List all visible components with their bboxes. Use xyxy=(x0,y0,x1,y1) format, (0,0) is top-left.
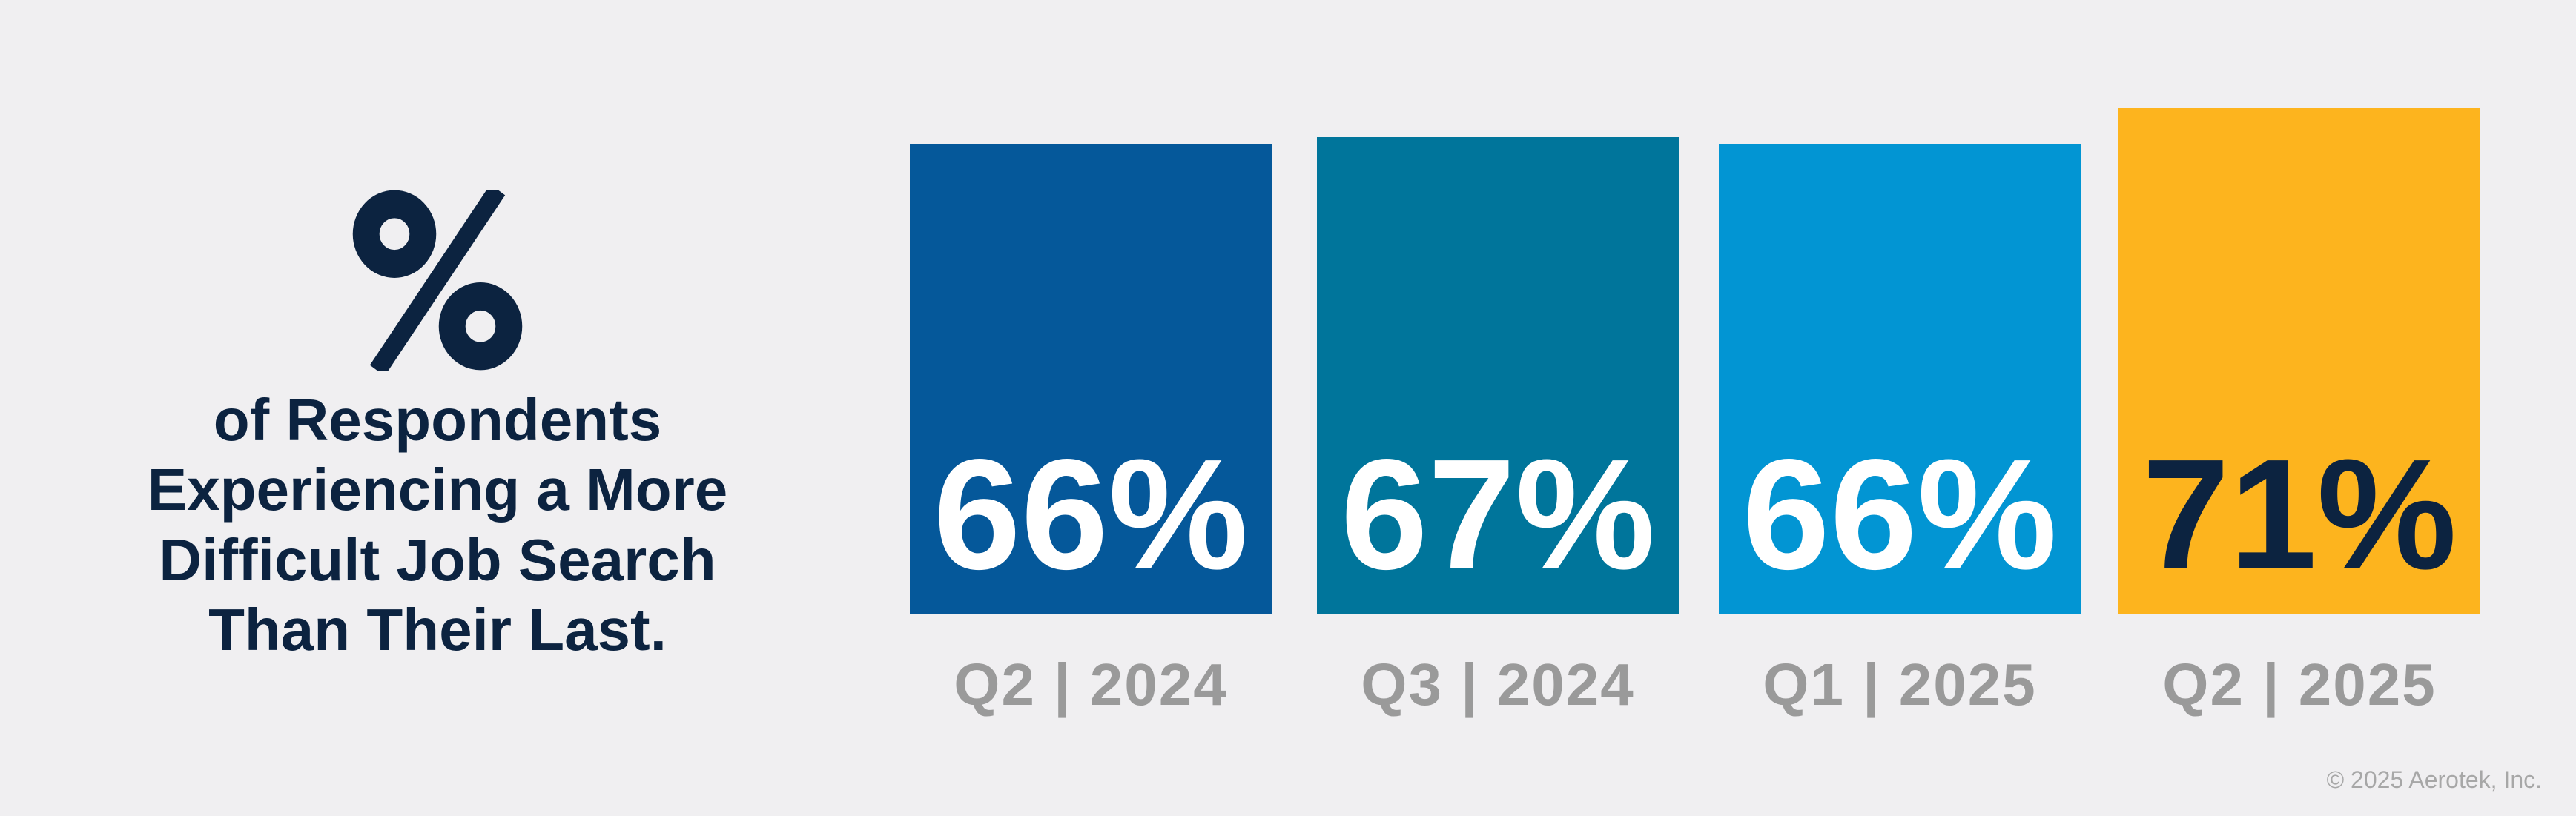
title-line-3: Difficult Job Search xyxy=(159,526,716,593)
title-line-4: Than Their Last. xyxy=(208,597,667,663)
bar-value-label-q2-2024: 66% xyxy=(933,426,1249,602)
percent-symbol-icon xyxy=(352,190,523,371)
bar-category-label-q2-2024: Q2 | 2024 xyxy=(954,651,1228,717)
bar-value-label-q3-2024: 67% xyxy=(1340,426,1656,602)
chart-title: of Respondents Experiencing a More Diffi… xyxy=(104,385,771,666)
copyright-text: © 2025 Aerotek, Inc. xyxy=(2326,766,2542,793)
title-line-2: Experiencing a More xyxy=(147,457,728,523)
title-line-1: of Respondents xyxy=(213,387,662,453)
title-block: of Respondents Experiencing a More Diffi… xyxy=(104,190,771,666)
bar-q2-2024: 66% xyxy=(910,144,1272,614)
bar-value-label-q2-2025: 71% xyxy=(2141,426,2457,602)
bar-q2-2025: 71% xyxy=(2118,108,2480,614)
bar-category-label-q1-2025: Q1 | 2025 xyxy=(1763,651,2037,717)
bar-q3-2024: 67% xyxy=(1317,137,1679,614)
bar-value-label-q1-2025: 66% xyxy=(1742,426,2058,602)
bar-category-label-q2-2025: Q2 | 2025 xyxy=(2162,651,2437,717)
bar-category-label-q3-2024: Q3 | 2024 xyxy=(1361,651,1635,717)
bar-q1-2025: 66% xyxy=(1719,144,2081,614)
